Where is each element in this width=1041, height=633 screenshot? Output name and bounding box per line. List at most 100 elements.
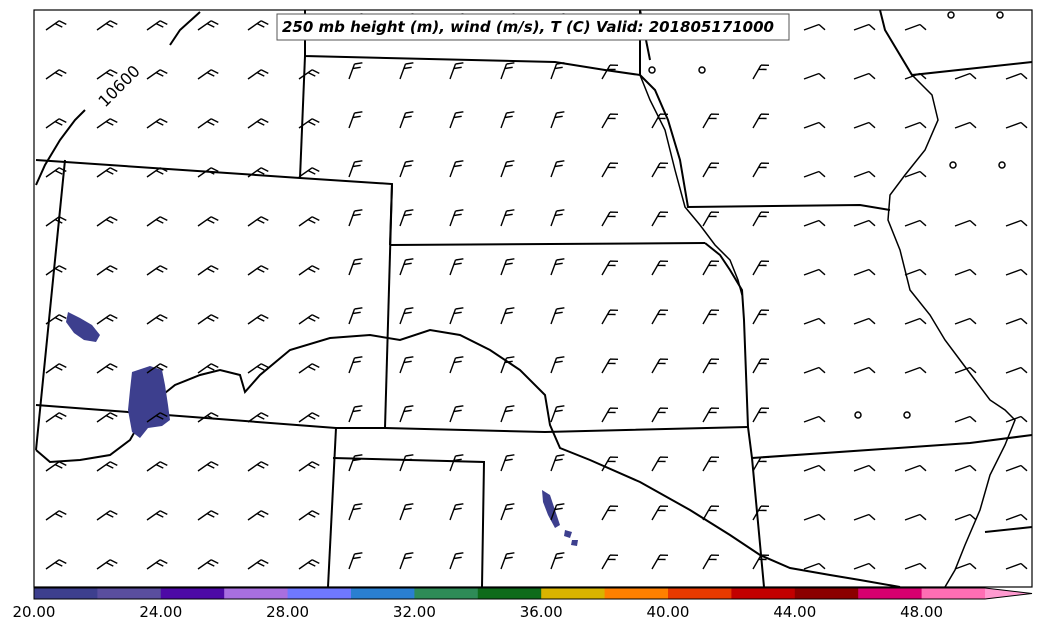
wind-barb: [601, 162, 619, 178]
colorbar-segment: [97, 588, 162, 599]
wind-barb: [651, 113, 669, 129]
wind-barb: [146, 216, 168, 227]
wind-barb: [904, 268, 927, 276]
wind-barb: [500, 209, 515, 227]
wind-barb: [904, 513, 927, 521]
wind-barb: [550, 209, 565, 227]
wind-barb: [904, 72, 927, 80]
wind-barb: [853, 464, 876, 472]
wind-barb: [904, 23, 927, 31]
wind-barb: [803, 513, 826, 521]
wind-barbs: [45, 13, 1028, 570]
colorbar-tick-label: 28.00: [266, 603, 309, 621]
wind-barb: [702, 505, 720, 521]
wind-barb: [904, 317, 927, 325]
wind-barb: [348, 552, 363, 570]
wind-barb: [146, 167, 168, 178]
wind-barb: [146, 20, 168, 31]
wind-barb: [500, 552, 515, 570]
wind-barb: [197, 265, 219, 276]
map-frame: [33, 9, 1033, 588]
wind-barb: [601, 260, 619, 276]
wind-barb: [146, 314, 168, 325]
wind-barb: [752, 260, 770, 276]
colorbar-segment: [731, 588, 796, 599]
wind-barb: [601, 554, 619, 570]
wind-barb: [601, 505, 619, 521]
wind-barb: [1005, 121, 1028, 129]
wind-barb: [954, 464, 977, 472]
wind-barb: [651, 162, 669, 178]
wind-barb: [298, 412, 320, 423]
wind-barb: [449, 552, 464, 570]
wind-barb: [1005, 268, 1028, 276]
wind-barb: [803, 415, 826, 423]
wind-barb: [197, 167, 219, 178]
colorbar-segment: [604, 588, 669, 599]
wind-barb: [550, 454, 565, 472]
wind-barb: [197, 510, 219, 521]
wind-barb: [197, 20, 219, 31]
wind-barb: [550, 160, 565, 178]
wind-barb: [954, 219, 977, 227]
wind-barb: [247, 20, 269, 31]
wind-barb: [601, 456, 619, 472]
wind-barb: [1005, 415, 1028, 423]
wind-barb: [399, 405, 414, 423]
wind-barb: [247, 265, 269, 276]
wind-barb: [601, 211, 619, 227]
colorbar-segment: [34, 588, 98, 599]
wind-barb: [803, 317, 826, 325]
wind-barb: [348, 454, 363, 472]
wind-barb: [904, 219, 927, 227]
wind-barb: [348, 307, 363, 325]
wind-barb: [1005, 366, 1028, 374]
wind-barb: [904, 562, 927, 570]
colorbar-tick-label: 40.00: [647, 603, 690, 621]
wind-barb: [752, 505, 770, 521]
wind-barb: [197, 412, 219, 423]
wind-barb: [298, 265, 320, 276]
wind-barb: [853, 72, 876, 80]
wind-barb: [651, 309, 669, 325]
wind-barb: [752, 554, 770, 570]
wind-barb: [550, 552, 565, 570]
wind-barb: [247, 412, 269, 423]
wind-barb: [247, 510, 269, 521]
wind-barb: [197, 559, 219, 570]
wind-barb: [803, 366, 826, 374]
wind-barb: [752, 456, 770, 472]
wind-barb: [449, 258, 464, 276]
wind-barb: [247, 559, 269, 570]
wind-barb: [500, 405, 515, 423]
wind-barb: [803, 464, 826, 472]
wind-barb: [500, 111, 515, 129]
wind-barb: [752, 211, 770, 227]
colorbar-segment: [794, 588, 859, 599]
wind-barb: [348, 209, 363, 227]
wind-barb: [96, 412, 118, 423]
map-title: 250 mb height (m), wind (m/s), T (C) Val…: [282, 18, 774, 36]
wind-barb: [247, 314, 269, 325]
wind-barb: [500, 503, 515, 521]
wind-barb: [399, 503, 414, 521]
wind-barb: [904, 464, 927, 472]
wind-barb: [601, 309, 619, 325]
wind-barb: [96, 461, 118, 472]
colorbar-segment: [287, 588, 352, 599]
colorbar-segment: [921, 588, 986, 599]
wind-barb: [298, 461, 320, 472]
wind-barb: [45, 265, 67, 276]
wind-barb: [96, 363, 118, 374]
wind-barb: [449, 160, 464, 178]
wind-barb: [752, 113, 770, 129]
wind-barb: [550, 62, 565, 80]
wind-barb: [348, 160, 363, 178]
wind-barb: [702, 456, 720, 472]
colorbar-tick-label: 48.00: [900, 603, 943, 621]
wind-barb: [298, 167, 320, 178]
wind-barb: [500, 160, 515, 178]
wind-barb: [1005, 72, 1028, 80]
wind-barb: [298, 118, 320, 129]
